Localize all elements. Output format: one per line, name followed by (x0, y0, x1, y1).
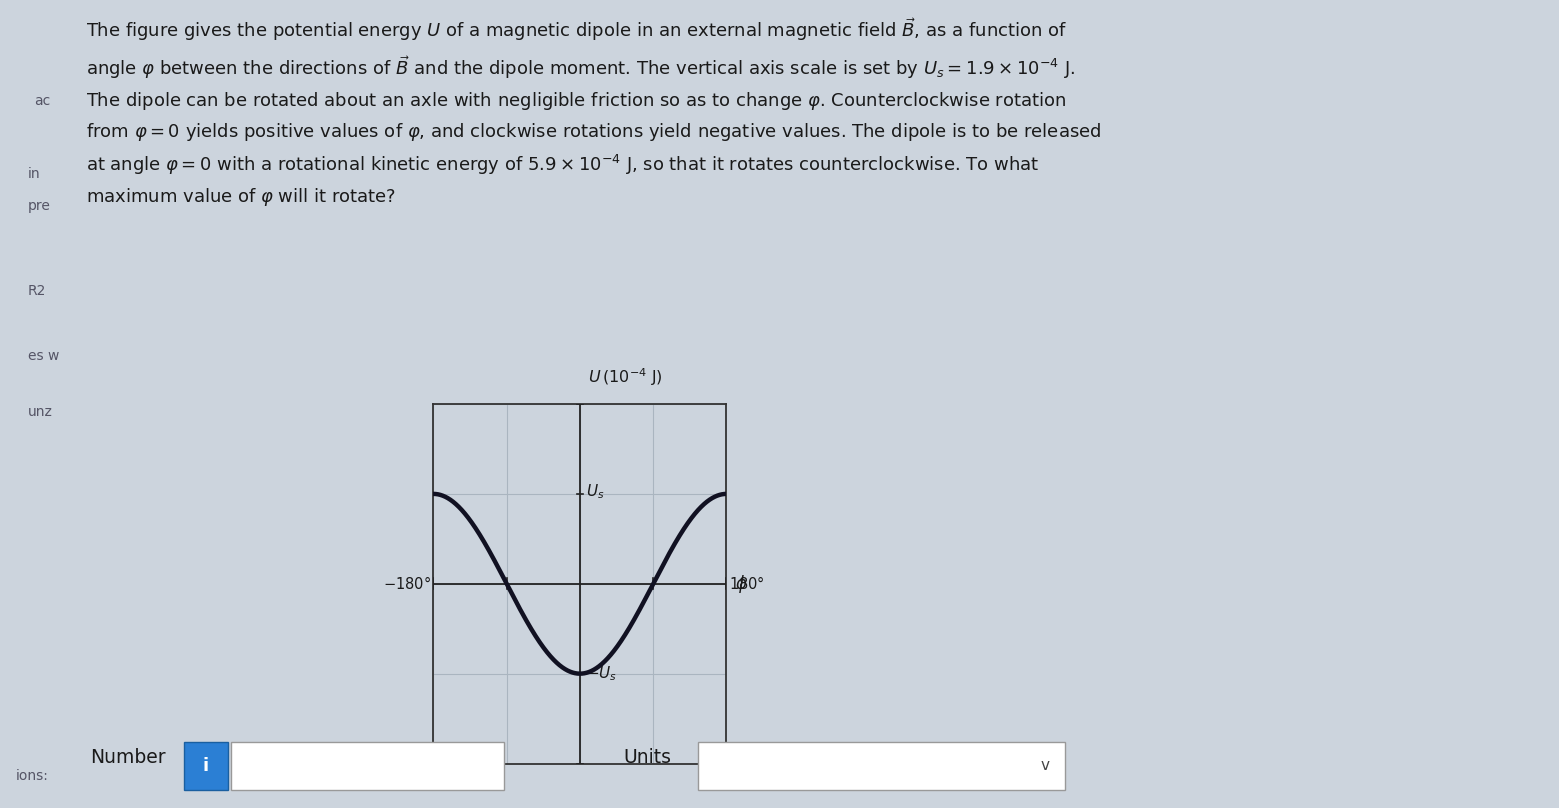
FancyBboxPatch shape (184, 742, 228, 790)
Text: $\phi$: $\phi$ (734, 573, 747, 595)
FancyBboxPatch shape (698, 742, 1065, 790)
Text: ac: ac (34, 94, 50, 108)
FancyBboxPatch shape (231, 742, 504, 790)
Text: R2: R2 (28, 284, 47, 298)
Text: $180°$: $180°$ (730, 575, 765, 592)
Text: pre: pre (28, 199, 51, 213)
Text: $-U_s$: $-U_s$ (586, 664, 617, 683)
Text: es w: es w (28, 348, 59, 363)
Text: The figure gives the potential energy $U$ of a magnetic dipole in an external ma: The figure gives the potential energy $U… (86, 16, 1101, 208)
Text: Units: Units (624, 748, 672, 768)
Text: $-180°$: $-180°$ (384, 575, 430, 592)
Text: v: v (1040, 759, 1049, 773)
Text: $U\,(10^{-4}$ J): $U\,(10^{-4}$ J) (588, 366, 663, 388)
Text: $U_s$: $U_s$ (586, 482, 605, 502)
Text: ions:: ions: (16, 768, 48, 783)
Text: unz: unz (28, 405, 53, 419)
Text: Number: Number (90, 748, 167, 768)
Text: i: i (203, 757, 209, 775)
Text: in: in (28, 166, 41, 181)
